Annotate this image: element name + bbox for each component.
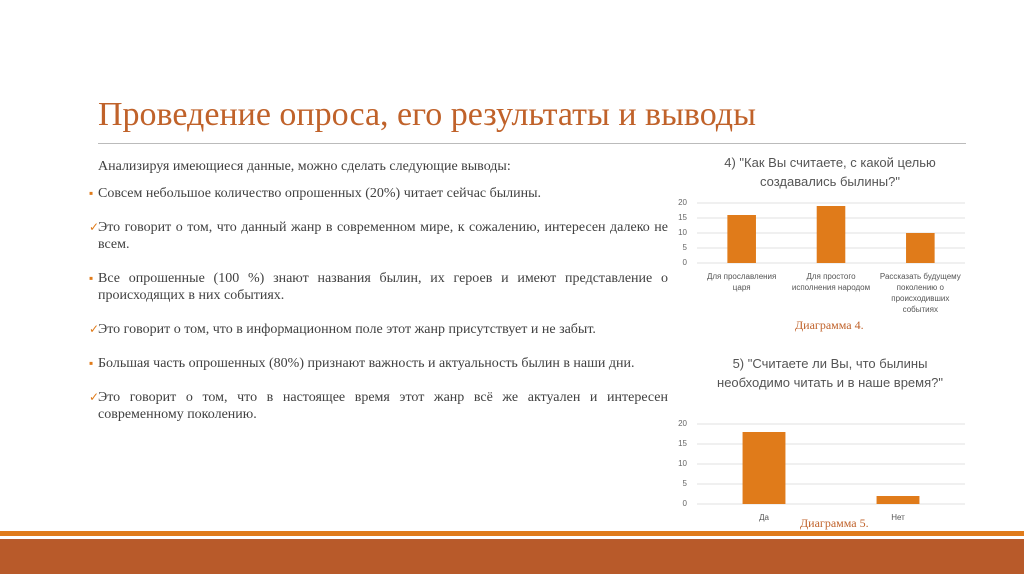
y-tick-label: 0 [683, 499, 688, 508]
y-tick-label: 5 [683, 243, 688, 252]
title-rule [98, 143, 966, 144]
intro: Анализируя имеющиеся данные, можно сдела… [98, 159, 511, 174]
chart-caption: Диаграмма 5. [800, 516, 869, 530]
bullet-marker: ✓ [89, 322, 100, 336]
y-tick-label: 20 [678, 198, 687, 207]
chart-plot: 0 5 10 15 20 [678, 198, 965, 267]
bullet: ▪ Совсем небольшое количество опрошенных … [89, 185, 668, 202]
y-tick-label: 15 [678, 213, 687, 222]
bullet-marker: ▪ [89, 356, 94, 370]
y-tick-label: 10 [678, 459, 687, 468]
text-column: Анализируя имеющиеся данные, можно сдела… [89, 158, 668, 440]
bullet-text: Все опрошенные (100 %) знают названия бы… [98, 271, 668, 303]
y-tick-label: 20 [678, 419, 687, 428]
bar [727, 215, 756, 263]
bullet: ▪ Большая часть опрошенных (80%) признают… [89, 355, 668, 372]
y-tick-label: 10 [678, 228, 687, 237]
chart-plot: 0 5 10 15 20 [678, 419, 965, 508]
bar [742, 432, 786, 504]
bullet-text: Совсем небольшое количество опрошенных (… [98, 186, 542, 201]
bar [816, 206, 846, 263]
x-tick-label: Нет [891, 513, 905, 522]
x-tick-label: Для простого исполнения народом [791, 272, 871, 292]
slide-title: Проведение опроса, его результаты и выво… [98, 96, 756, 133]
y-tick-label: 5 [683, 479, 688, 488]
bullet-text: Большая часть опрошенных (80%) признают … [98, 356, 635, 371]
x-tick-label: Да [759, 513, 769, 522]
bullet-marker: ✓ [89, 390, 100, 404]
bullet: ✓ Это говорит о том, что в информационном… [89, 321, 668, 338]
bullet: ▪ Все опрошенные (100 %) знают названия б… [89, 270, 668, 304]
bullet-marker: ▪ [89, 271, 94, 285]
chart-title: 4) "Как Вы считаете, с какой целью созда… [724, 155, 936, 189]
bar [876, 496, 920, 504]
bullet: ✓ Это говорит о том, что в настоящее врем… [89, 389, 668, 423]
footer-band [0, 539, 1024, 574]
bullet-text: Это говорит о том, что в настоящее время… [98, 390, 668, 422]
bullet-text: Это говорит о том, что данный жанр в сов… [98, 220, 668, 252]
bullet-text: Это говорит о том, что в информационном … [98, 322, 596, 337]
x-tick-label: Рассказать будущему поколению о происход… [879, 272, 961, 314]
bullet-marker: ▪ [89, 186, 94, 200]
bullet-marker: ✓ [89, 220, 100, 234]
y-tick-label: 0 [683, 258, 688, 267]
chart-caption: Диаграмма 4. [795, 318, 864, 332]
bar [906, 233, 935, 263]
accent-band [0, 531, 1024, 536]
chart-title: 5) "Считаете ли Вы, что былины необходим… [717, 356, 943, 390]
y-tick-label: 15 [678, 439, 687, 448]
bullet: ✓ Это говорит о том, что данный жанр в со… [89, 219, 668, 253]
x-tick-label: Для прославления царя [706, 272, 777, 292]
